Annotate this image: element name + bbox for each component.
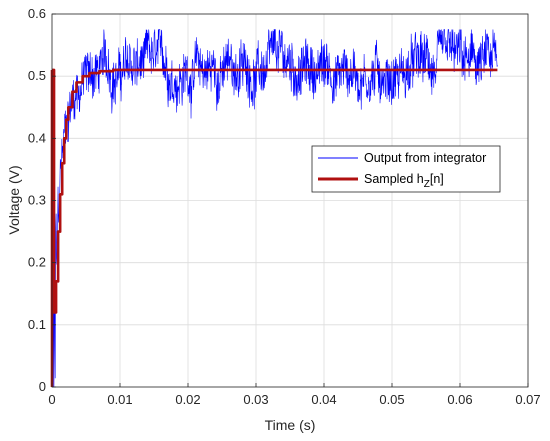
- legend-label-integrator: Output from integrator: [364, 151, 486, 165]
- y-tick-label: 0.1: [28, 317, 46, 332]
- x-tick-label: 0: [48, 392, 55, 407]
- y-tick-label: 0.6: [28, 6, 46, 21]
- legend-label-sampled: Sampled hZ[n]: [364, 172, 444, 190]
- y-tick-label: 0.4: [28, 130, 46, 145]
- series-integrator-output: [51, 29, 498, 388]
- x-tick-label: 0.04: [311, 392, 336, 407]
- x-axis-label: Time (s): [265, 417, 316, 433]
- legend: Output from integrator Sampled hZ[n]: [311, 145, 501, 193]
- x-tick-label: 0.02: [175, 392, 200, 407]
- legend-label-sampled-sub: Z: [424, 179, 430, 190]
- series-sampled-hz: [52, 68, 498, 314]
- x-tick-label: 0.03: [243, 392, 268, 407]
- legend-label-sampled-main: Sampled h: [364, 172, 424, 186]
- x-tick-label: 0.06: [447, 392, 472, 407]
- y-axis-label: Voltage (V): [6, 165, 22, 234]
- x-tick-label: 0.01: [107, 392, 132, 407]
- x-tick-label: 0.05: [379, 392, 404, 407]
- x-tick-label: 0.07: [515, 392, 540, 407]
- y-tick-label: 0.3: [28, 193, 46, 208]
- y-tick-label: 0.5: [28, 68, 46, 83]
- axis-ticks: 0 0.01 0.02 0.03 0.04 0.05 0.06 0.07 0 0.1 0.2 0.3 0…: [28, 6, 541, 407]
- y-tick-label: 0.2: [28, 255, 46, 270]
- legend-box: [311, 145, 501, 193]
- y-tick-label: 0: [39, 379, 46, 394]
- legend-label-sampled-tail: [n]: [430, 172, 444, 186]
